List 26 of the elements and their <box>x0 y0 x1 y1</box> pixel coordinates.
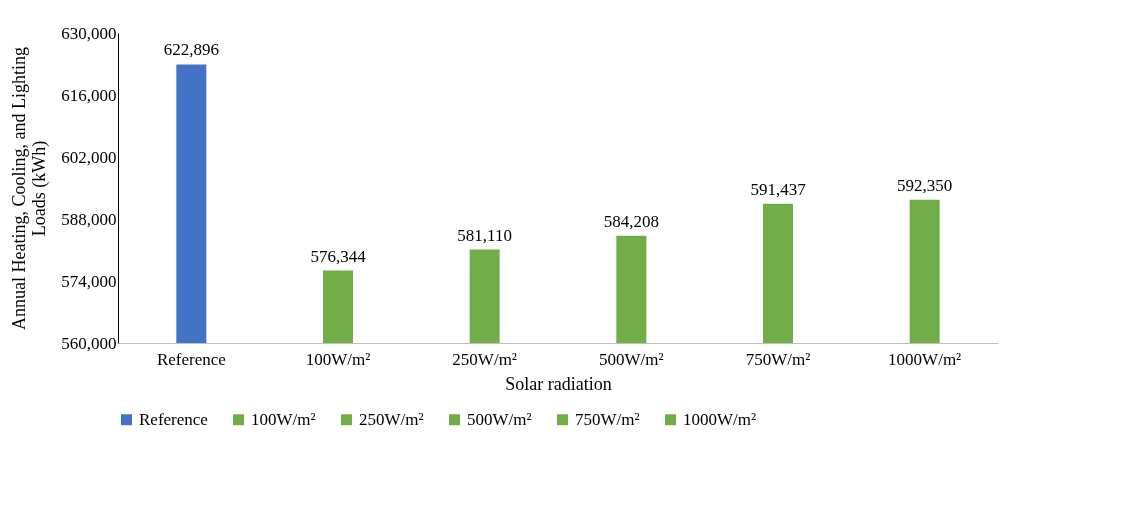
data-label: 584,208 <box>603 211 659 231</box>
legend-label: 500W/m² <box>467 409 532 429</box>
data-label: 622,896 <box>163 40 219 60</box>
data-label: 592,350 <box>897 175 953 195</box>
y-tick-label: 560,000 <box>61 333 117 353</box>
x-tick-label: 100W/m² <box>305 349 371 369</box>
x-axis-title: Solar radiation <box>505 373 612 394</box>
legend-label: 100W/m² <box>251 409 316 429</box>
y-tick-label: 630,000 <box>61 23 117 43</box>
y-tick-label: 574,000 <box>61 271 117 291</box>
x-tick-label: 500W/m² <box>599 349 664 369</box>
y-tick-label: 616,000 <box>61 85 117 105</box>
x-tick-label: Reference <box>156 349 226 369</box>
legend-label: 1000W/m² <box>683 409 757 429</box>
legend-label: 250W/m² <box>359 409 424 429</box>
y-tick-label: 588,000 <box>61 209 117 229</box>
data-label: 576,344 <box>310 246 367 266</box>
x-tick-label: 750W/m² <box>745 349 811 369</box>
x-tick-label: 1000W/m² <box>888 349 962 369</box>
y-tick-label: 602,000 <box>61 147 117 167</box>
x-tick-label: 250W/m² <box>452 349 517 369</box>
data-label: 581,110 <box>457 225 512 245</box>
legend-label: Reference <box>139 409 208 429</box>
legend-label: 750W/m² <box>575 409 640 429</box>
y-axis-title: Annual Heating, Cooling, and Lighting Loads (kWh) <box>9 47 51 330</box>
data-label: 591,437 <box>750 179 807 199</box>
